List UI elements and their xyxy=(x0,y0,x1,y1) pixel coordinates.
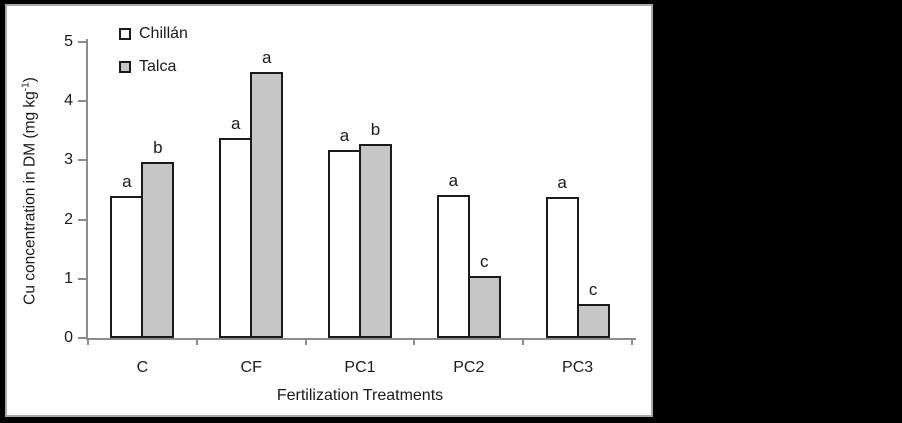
x-tick-mark xyxy=(195,338,198,345)
y-axis-title-text: Cu concentration in DM (mg kg xyxy=(21,91,39,305)
legend-item-chillan: Chillán xyxy=(119,25,188,43)
x-tick-mark xyxy=(631,338,633,345)
x-tick-mark xyxy=(522,338,525,345)
y-tick-mark xyxy=(78,337,87,339)
legend: Chillán Talca xyxy=(119,25,188,76)
x-category-label-pc3: PC3 xyxy=(562,359,594,376)
x-category-label-pc1: PC1 xyxy=(344,359,376,376)
x-category-label-pc2: PC2 xyxy=(453,359,485,376)
y-tick-label: 3 xyxy=(64,151,73,169)
sig-letter-chillan-pc3: a xyxy=(557,173,567,192)
y-axis-line xyxy=(86,39,88,340)
sig-letter-chillan-cf: a xyxy=(230,114,241,133)
sig-letter-talca-pc2: c xyxy=(480,252,489,271)
sig-letter-chillan-pc2: a xyxy=(448,171,459,190)
y-tick-label: 4 xyxy=(64,92,73,110)
bar-talca-cf xyxy=(250,72,284,338)
bar-chillan-pc2 xyxy=(436,195,470,338)
y-axis-title: Cu concentration in DM (mg kg-1) xyxy=(20,77,39,305)
legend-swatch-talca xyxy=(119,61,131,73)
y-tick-label: 0 xyxy=(64,329,73,346)
sig-letter-talca-pc1: b xyxy=(370,120,381,139)
sig-letter-chillan-pc1: a xyxy=(339,126,350,145)
legend-swatch-chillan xyxy=(119,28,131,40)
x-tick-mark xyxy=(413,338,416,345)
bar-chillan-cf xyxy=(219,138,253,338)
sig-letter-talca-pc3: c xyxy=(588,280,598,299)
bar-chillan-pc1 xyxy=(328,150,361,338)
y-tick-label: 2 xyxy=(64,210,73,228)
x-axis-line xyxy=(86,338,636,340)
bar-chillan-pc3 xyxy=(545,197,579,338)
bar-talca-c xyxy=(141,162,175,338)
sig-letter-talca-c: b xyxy=(153,138,163,157)
y-axis-title-close: ) xyxy=(21,77,39,83)
bar-chillan-c xyxy=(110,196,144,338)
y-tick-mark xyxy=(78,159,87,162)
y-tick-mark xyxy=(78,100,87,103)
y-tick-mark xyxy=(78,277,87,280)
y-tick-label: 1 xyxy=(64,269,73,287)
y-tick-mark xyxy=(78,218,87,221)
y-tick-label: 5 xyxy=(64,33,73,50)
legend-label-chillan: Chillán xyxy=(139,25,188,42)
bar-talca-pc3 xyxy=(576,304,610,338)
y-axis-title-superscript: -1 xyxy=(20,82,32,92)
legend-item-talca: Talca xyxy=(119,58,188,76)
x-axis-title: Fertilization Treatments xyxy=(276,387,444,404)
bar-talca-pc2 xyxy=(467,276,501,338)
x-tick-mark xyxy=(304,338,307,345)
sig-letter-chillan-c: a xyxy=(122,172,132,191)
y-tick-mark xyxy=(78,41,87,43)
sig-letter-talca-cf: a xyxy=(261,48,272,67)
x-category-label-cf: CF xyxy=(240,359,262,376)
legend-label-talca: Talca xyxy=(139,58,177,75)
x-tick-mark xyxy=(87,338,89,345)
x-category-label-c: C xyxy=(136,359,149,376)
bar-talca-pc1 xyxy=(359,144,392,338)
